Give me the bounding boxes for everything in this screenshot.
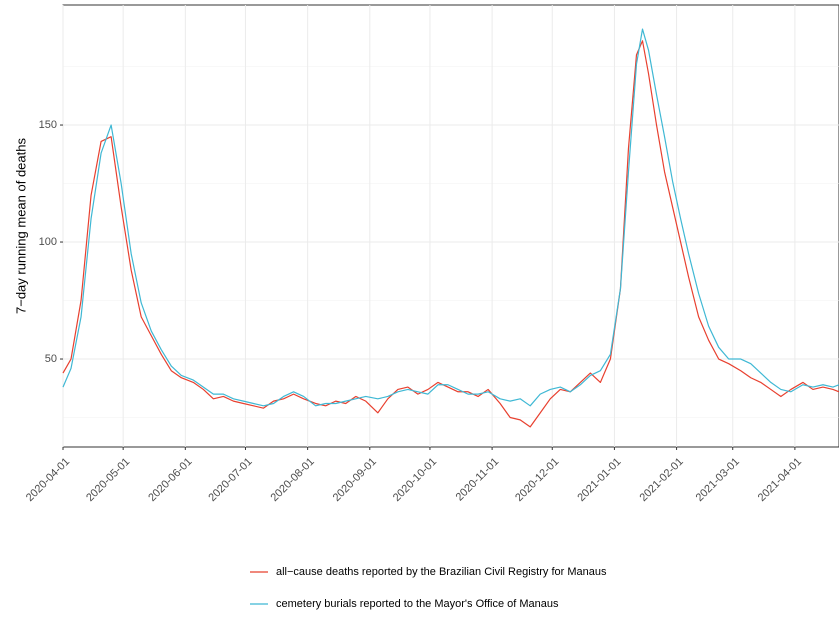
y-axis-title: 7−day running mean of deaths <box>13 138 28 314</box>
x-tick-label: 2020-07-01 <box>206 456 254 504</box>
y-tick-label: 50 <box>45 353 57 365</box>
x-tick-label: 2020-05-01 <box>84 456 132 504</box>
y-tick-label: 100 <box>39 236 57 248</box>
legend-label: all−cause deaths reported by the Brazili… <box>276 566 607 578</box>
data-line <box>62 28 839 407</box>
x-tick-label: 2020-04-01 <box>24 456 72 504</box>
x-tick-label: 2020-09-01 <box>331 456 379 504</box>
x-tick-label: 2021-03-01 <box>694 456 742 504</box>
x-tick-label: 2021-04-01 <box>756 456 804 504</box>
x-tick-label: 2020-12-01 <box>513 456 561 504</box>
x-tick-label: 2021-01-01 <box>575 456 623 504</box>
x-tick-label: 2020-10-01 <box>391 456 439 504</box>
x-tick-label: 2021-02-01 <box>638 456 686 504</box>
y-tick-label: 150 <box>39 119 57 131</box>
x-tick-label: 2020-11-01 <box>454 456 502 504</box>
x-tick-label: 2020-08-01 <box>269 456 317 504</box>
x-tick-label: 2020-06-01 <box>146 456 194 504</box>
panel <box>62 4 839 448</box>
legend-label: cemetery burials reported to the Mayor's… <box>276 598 559 610</box>
